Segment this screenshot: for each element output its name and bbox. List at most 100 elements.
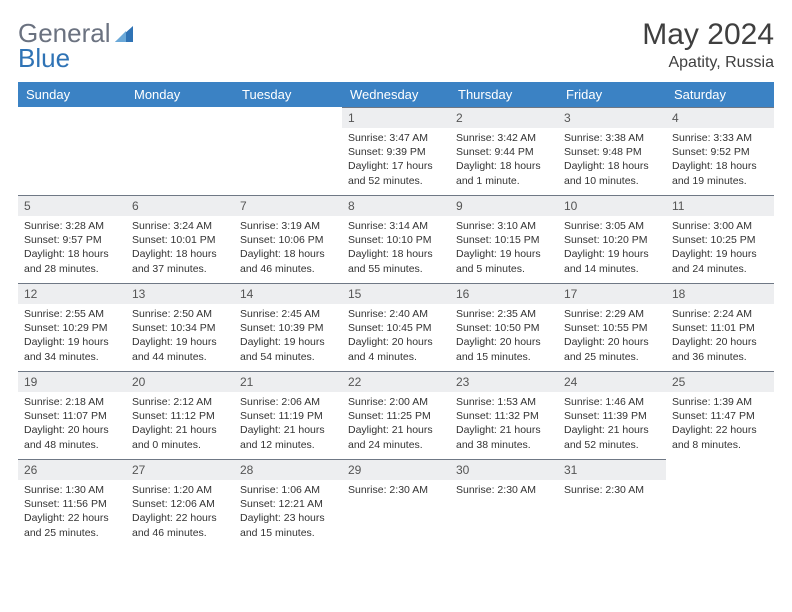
calendar-day-cell: 7Sunrise: 3:19 AMSunset: 10:06 PMDayligh… [234, 195, 342, 283]
day-number: 27 [126, 459, 234, 480]
day-details: Sunrise: 2:45 AMSunset: 10:39 PMDaylight… [234, 304, 342, 368]
day-number: 24 [558, 371, 666, 392]
day-details: Sunrise: 2:35 AMSunset: 10:50 PMDaylight… [450, 304, 558, 368]
day-details: Sunrise: 2:06 AMSunset: 11:19 PMDaylight… [234, 392, 342, 456]
calendar-body: 1Sunrise: 3:47 AMSunset: 9:39 PMDaylight… [18, 107, 774, 547]
day-details: Sunrise: 3:10 AMSunset: 10:15 PMDaylight… [450, 216, 558, 280]
day-details: Sunrise: 3:24 AMSunset: 10:01 PMDaylight… [126, 216, 234, 280]
day-number: 15 [342, 283, 450, 304]
day-details: Sunrise: 2:30 AM [450, 480, 558, 501]
day-details: Sunrise: 3:00 AMSunset: 10:25 PMDaylight… [666, 216, 774, 280]
day-number: 8 [342, 195, 450, 216]
location-label: Apatity, Russia [642, 54, 774, 72]
calendar-day-cell [126, 107, 234, 195]
month-title: May 2024 [642, 18, 774, 52]
calendar-week-row: 19Sunrise: 2:18 AMSunset: 11:07 PMDaylig… [18, 371, 774, 459]
day-number: 22 [342, 371, 450, 392]
day-details: Sunrise: 3:47 AMSunset: 9:39 PMDaylight:… [342, 128, 450, 192]
calendar-day-cell: 14Sunrise: 2:45 AMSunset: 10:39 PMDaylig… [234, 283, 342, 371]
day-details: Sunrise: 1:30 AMSunset: 11:56 PMDaylight… [18, 480, 126, 544]
day-number: 13 [126, 283, 234, 304]
calendar-day-cell: 31Sunrise: 2:30 AM [558, 459, 666, 547]
day-number: 1 [342, 107, 450, 128]
weekday-header: Sunday [18, 82, 126, 107]
day-details: Sunrise: 3:19 AMSunset: 10:06 PMDaylight… [234, 216, 342, 280]
weekday-header: Tuesday [234, 82, 342, 107]
calendar-day-cell: 29Sunrise: 2:30 AM [342, 459, 450, 547]
calendar-day-cell: 17Sunrise: 2:29 AMSunset: 10:55 PMDaylig… [558, 283, 666, 371]
calendar-day-cell: 11Sunrise: 3:00 AMSunset: 10:25 PMDaylig… [666, 195, 774, 283]
day-details: Sunrise: 3:14 AMSunset: 10:10 PMDaylight… [342, 216, 450, 280]
day-details: Sunrise: 2:18 AMSunset: 11:07 PMDaylight… [18, 392, 126, 456]
calendar-day-cell: 10Sunrise: 3:05 AMSunset: 10:20 PMDaylig… [558, 195, 666, 283]
calendar-day-cell: 28Sunrise: 1:06 AMSunset: 12:21 AMDaylig… [234, 459, 342, 547]
day-details: Sunrise: 2:12 AMSunset: 11:12 PMDaylight… [126, 392, 234, 456]
day-number: 9 [450, 195, 558, 216]
day-details: Sunrise: 2:29 AMSunset: 10:55 PMDaylight… [558, 304, 666, 368]
calendar-day-cell [18, 107, 126, 195]
calendar-day-cell: 30Sunrise: 2:30 AM [450, 459, 558, 547]
calendar-day-cell: 25Sunrise: 1:39 AMSunset: 11:47 PMDaylig… [666, 371, 774, 459]
day-number: 21 [234, 371, 342, 392]
calendar-day-cell: 6Sunrise: 3:24 AMSunset: 10:01 PMDayligh… [126, 195, 234, 283]
calendar-day-cell: 19Sunrise: 2:18 AMSunset: 11:07 PMDaylig… [18, 371, 126, 459]
day-number: 30 [450, 459, 558, 480]
day-number: 17 [558, 283, 666, 304]
day-number: 5 [18, 195, 126, 216]
calendar-day-cell: 22Sunrise: 2:00 AMSunset: 11:25 PMDaylig… [342, 371, 450, 459]
calendar-table: SundayMondayTuesdayWednesdayThursdayFrid… [18, 82, 774, 547]
calendar-week-row: 5Sunrise: 3:28 AMSunset: 9:57 PMDaylight… [18, 195, 774, 283]
day-number: 25 [666, 371, 774, 392]
calendar-day-cell: 27Sunrise: 1:20 AMSunset: 12:06 AMDaylig… [126, 459, 234, 547]
calendar-day-cell: 16Sunrise: 2:35 AMSunset: 10:50 PMDaylig… [450, 283, 558, 371]
day-details: Sunrise: 2:40 AMSunset: 10:45 PMDaylight… [342, 304, 450, 368]
calendar-day-cell: 3Sunrise: 3:38 AMSunset: 9:48 PMDaylight… [558, 107, 666, 195]
day-number: 2 [450, 107, 558, 128]
day-number: 26 [18, 459, 126, 480]
day-number: 14 [234, 283, 342, 304]
day-number: 31 [558, 459, 666, 480]
calendar-day-cell: 15Sunrise: 2:40 AMSunset: 10:45 PMDaylig… [342, 283, 450, 371]
calendar-day-cell [234, 107, 342, 195]
day-details: Sunrise: 1:06 AMSunset: 12:21 AMDaylight… [234, 480, 342, 544]
day-details: Sunrise: 1:46 AMSunset: 11:39 PMDaylight… [558, 392, 666, 456]
day-number: 20 [126, 371, 234, 392]
day-number: 4 [666, 107, 774, 128]
calendar-day-cell: 21Sunrise: 2:06 AMSunset: 11:19 PMDaylig… [234, 371, 342, 459]
weekday-header: Wednesday [342, 82, 450, 107]
day-number: 6 [126, 195, 234, 216]
calendar-week-row: 1Sunrise: 3:47 AMSunset: 9:39 PMDaylight… [18, 107, 774, 195]
day-number: 10 [558, 195, 666, 216]
calendar-day-cell [666, 459, 774, 547]
day-details: Sunrise: 1:53 AMSunset: 11:32 PMDaylight… [450, 392, 558, 456]
weekday-header: Monday [126, 82, 234, 107]
day-number: 7 [234, 195, 342, 216]
day-number: 18 [666, 283, 774, 304]
day-details: Sunrise: 1:39 AMSunset: 11:47 PMDaylight… [666, 392, 774, 456]
day-details: Sunrise: 2:24 AMSunset: 11:01 PMDaylight… [666, 304, 774, 368]
day-details: Sunrise: 1:20 AMSunset: 12:06 AMDaylight… [126, 480, 234, 544]
calendar-day-cell: 24Sunrise: 1:46 AMSunset: 11:39 PMDaylig… [558, 371, 666, 459]
calendar-day-cell: 2Sunrise: 3:42 AMSunset: 9:44 PMDaylight… [450, 107, 558, 195]
weekday-header-row: SundayMondayTuesdayWednesdayThursdayFrid… [18, 82, 774, 107]
day-details: Sunrise: 3:38 AMSunset: 9:48 PMDaylight:… [558, 128, 666, 192]
day-details: Sunrise: 3:42 AMSunset: 9:44 PMDaylight:… [450, 128, 558, 192]
weekday-header: Friday [558, 82, 666, 107]
calendar-day-cell: 13Sunrise: 2:50 AMSunset: 10:34 PMDaylig… [126, 283, 234, 371]
calendar-week-row: 26Sunrise: 1:30 AMSunset: 11:56 PMDaylig… [18, 459, 774, 547]
day-details: Sunrise: 3:28 AMSunset: 9:57 PMDaylight:… [18, 216, 126, 280]
day-number: 29 [342, 459, 450, 480]
calendar-day-cell: 23Sunrise: 1:53 AMSunset: 11:32 PMDaylig… [450, 371, 558, 459]
calendar-day-cell: 1Sunrise: 3:47 AMSunset: 9:39 PMDaylight… [342, 107, 450, 195]
day-number: 19 [18, 371, 126, 392]
calendar-day-cell: 8Sunrise: 3:14 AMSunset: 10:10 PMDayligh… [342, 195, 450, 283]
calendar-day-cell: 18Sunrise: 2:24 AMSunset: 11:01 PMDaylig… [666, 283, 774, 371]
day-number: 16 [450, 283, 558, 304]
day-details: Sunrise: 2:30 AM [558, 480, 666, 501]
day-details: Sunrise: 2:50 AMSunset: 10:34 PMDaylight… [126, 304, 234, 368]
day-number: 28 [234, 459, 342, 480]
calendar-day-cell: 12Sunrise: 2:55 AMSunset: 10:29 PMDaylig… [18, 283, 126, 371]
calendar-day-cell: 4Sunrise: 3:33 AMSunset: 9:52 PMDaylight… [666, 107, 774, 195]
day-details: Sunrise: 2:00 AMSunset: 11:25 PMDaylight… [342, 392, 450, 456]
weekday-header: Thursday [450, 82, 558, 107]
